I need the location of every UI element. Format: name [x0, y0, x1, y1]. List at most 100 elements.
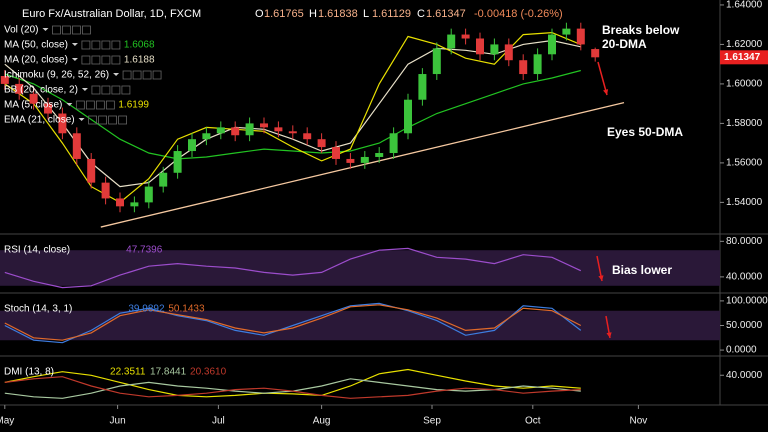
legend-button	[121, 85, 131, 95]
legend-button	[111, 85, 121, 95]
legend-caret	[78, 118, 85, 121]
panel-legend-value: 39.9892	[128, 304, 165, 315]
candle-body	[375, 153, 384, 157]
ohlc-key: L	[363, 8, 369, 20]
candle-body	[260, 123, 268, 128]
legend-button	[108, 115, 117, 125]
candle-body	[116, 198, 124, 207]
last-price-box	[720, 50, 768, 65]
candle-body	[0, 76, 9, 84]
legend-button	[91, 40, 101, 50]
candle-body	[476, 38, 484, 55]
legend-caret	[66, 103, 73, 106]
candle-body	[317, 139, 326, 148]
candle-body	[15, 83, 24, 94]
indicator-line	[4, 302, 582, 344]
candle-body	[346, 158, 355, 163]
ohlc-value: 1.61765	[264, 8, 304, 20]
legend-button	[142, 70, 152, 80]
legend-button	[95, 100, 105, 110]
indicator-line	[4, 304, 582, 341]
x-tick-label: Jul	[212, 416, 225, 427]
candle-body	[87, 158, 96, 183]
legend-value: 1.6199	[118, 100, 149, 111]
candle-body	[418, 74, 427, 100]
legend-button	[75, 100, 85, 110]
indicator-line	[4, 376, 581, 399]
panel-title: Stoch (14, 3, 1)	[4, 304, 72, 315]
legend-button	[62, 25, 71, 35]
annotation-arrowhead	[606, 332, 612, 338]
candle-body	[533, 54, 542, 75]
legend-button	[52, 25, 61, 35]
legend-button	[88, 115, 97, 125]
legend-button	[122, 70, 132, 80]
legend-label: MA (50, close)	[4, 40, 68, 51]
candle-body	[447, 34, 456, 49]
legend-button	[85, 100, 95, 110]
candle-body	[303, 133, 312, 140]
x-tick-label: Oct	[525, 416, 541, 427]
legend-label: BB (20, close, 2)	[4, 85, 78, 96]
candle-body	[144, 186, 153, 203]
legend-button	[111, 40, 121, 50]
panel-legend-value: 50.1433	[168, 304, 205, 315]
y-tick-label: 0.0000	[726, 345, 757, 356]
candle-body	[274, 127, 283, 132]
candle-body	[231, 127, 240, 136]
legend-button	[101, 55, 111, 65]
candle-body	[461, 34, 470, 39]
annotation-arrow	[597, 61, 608, 96]
y-tick-label: 1.60000	[726, 79, 763, 90]
panel-title: DMI (13, 8)	[4, 367, 54, 378]
y-tick-label: 50.0000	[726, 320, 763, 331]
ohlc-value: 1.61347	[426, 8, 466, 20]
panel-legend-value: 17.8441	[150, 367, 187, 378]
candle-body	[288, 131, 297, 134]
candle-body	[332, 147, 340, 159]
annotation: Breaks below	[602, 23, 680, 37]
candle-body	[29, 93, 38, 104]
ohlc-key: C	[417, 8, 425, 20]
candle-body	[548, 34, 556, 55]
candle-body	[58, 113, 67, 134]
candle-body	[159, 172, 168, 187]
legend-label: MA (20, close)	[4, 55, 68, 66]
annotation-arrowhead	[598, 275, 604, 281]
legend-label: Vol (20)	[4, 25, 38, 36]
legend-value: 1.6068	[124, 40, 155, 51]
legend-button	[118, 115, 127, 125]
y-tick-label: 1.64000	[726, 0, 763, 11]
legend-button	[91, 55, 101, 65]
candle-body	[216, 127, 225, 134]
legend-button	[81, 40, 91, 50]
legend-button	[81, 55, 91, 65]
candle-body	[44, 103, 52, 114]
y-tick-label: 40.0000	[726, 272, 763, 283]
y-tick-label: 1.62000	[726, 39, 763, 50]
legend-caret	[71, 43, 78, 46]
candle-body	[360, 156, 369, 163]
candle-body	[432, 48, 441, 75]
chart-title: Euro Fx/Australian Dollar, 1D, FXCM	[22, 8, 201, 20]
y-tick-label: 1.54000	[726, 197, 763, 208]
candle-body	[591, 49, 600, 58]
legend-button	[98, 115, 107, 125]
legend-label: Ichimoku (9, 26, 52, 26)	[4, 70, 109, 81]
candle-body	[519, 60, 528, 75]
candle-body	[504, 44, 513, 61]
candle-body	[72, 133, 81, 159]
candle-body	[562, 28, 571, 35]
candle-body	[404, 99, 412, 134]
annotation: 20-DMA	[602, 37, 647, 51]
candle-body	[245, 123, 254, 136]
level-band	[0, 310, 720, 341]
annotation: Bias lower	[612, 263, 672, 277]
y-tick-label: 1.56000	[726, 158, 763, 169]
last-price-label: 1.61347	[724, 52, 761, 63]
panel-legend-value: 20.3610	[190, 367, 227, 378]
legend-button	[101, 40, 111, 50]
candle-body	[389, 133, 398, 154]
